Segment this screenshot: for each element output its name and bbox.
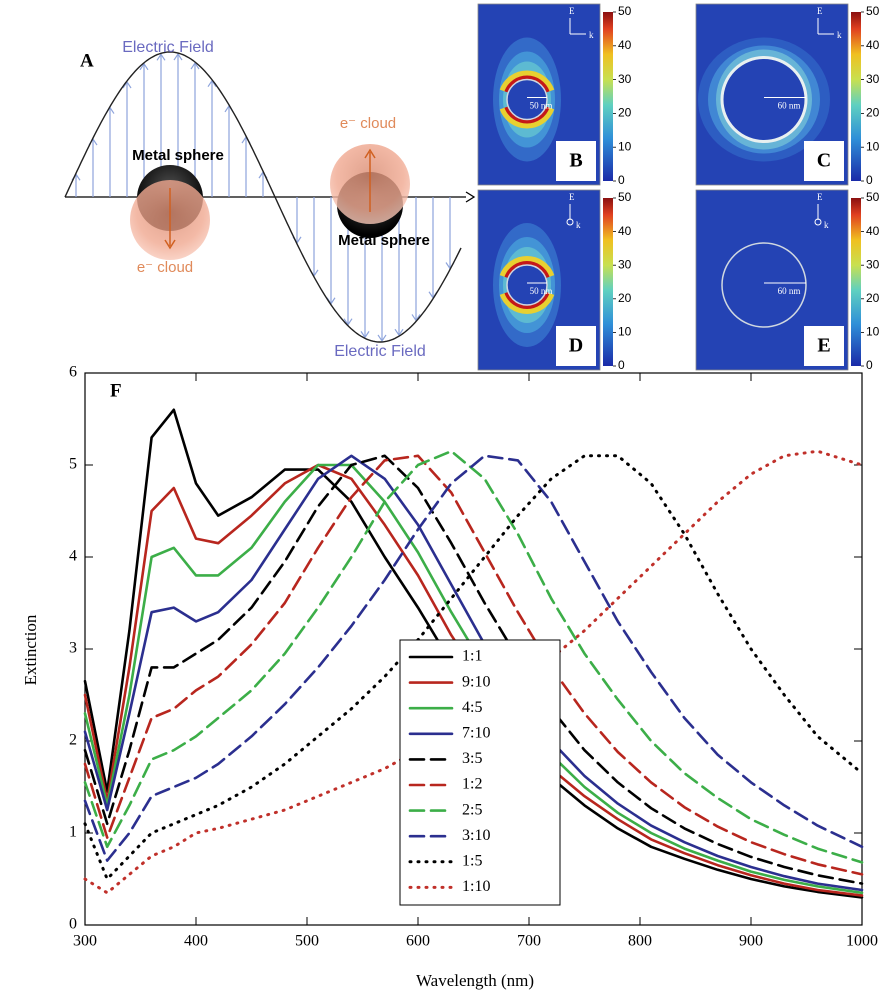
y-axis-label: Extinction: [21, 614, 40, 685]
x-tick-label: 500: [295, 933, 319, 950]
figure: A Electric Field Electric Field Metal sp…: [0, 0, 890, 996]
e-symbol: E: [569, 6, 575, 16]
scale-label: 50 nm: [530, 101, 553, 111]
axis-arrow: [466, 192, 474, 202]
panel-label: A: [80, 50, 94, 71]
x-tick-label: 400: [184, 933, 208, 950]
k-symbol: k: [837, 30, 842, 40]
scale-label: 60 nm: [778, 286, 801, 296]
colorbar: [603, 198, 613, 366]
legend-label: 1:2: [462, 776, 482, 793]
legend-label: 1:5: [462, 852, 482, 869]
colorbar: [603, 12, 613, 181]
colorbar-tick-label: 40: [618, 224, 632, 238]
map-label: E: [817, 335, 830, 357]
colorbar-tick-label: 30: [866, 257, 880, 271]
cloud-label: e⁻ cloud: [340, 115, 396, 132]
x-tick-label: 900: [739, 933, 763, 950]
scale-label: 50 nm: [530, 286, 553, 296]
x-tick-label: 800: [628, 933, 652, 950]
scale-label: 60 nm: [778, 101, 801, 111]
colorbar-tick-label: 30: [866, 72, 880, 86]
field-map: 60 nm Ek C 0 10 20 30 40 50: [696, 4, 880, 187]
y-tick-label: 1: [69, 824, 77, 841]
colorbar-tick-label: 40: [618, 38, 632, 52]
y-tick-label: 4: [69, 548, 77, 565]
legend-label: 1:10: [462, 878, 490, 895]
colorbar-tick-label: 10: [618, 139, 632, 153]
colorbar: [851, 198, 861, 366]
colorbar-tick-label: 20: [618, 106, 632, 120]
field-label: Electric Field: [122, 39, 214, 56]
field-label: Electric Field: [334, 343, 426, 360]
legend-label: 3:5: [462, 750, 482, 767]
y-tick-label: 0: [69, 916, 77, 933]
field-map: 50 nm Ek B 0 10 20 30 40 50: [478, 4, 632, 187]
colorbar-tick-label: 40: [866, 224, 880, 238]
colorbar-tick-label: 30: [618, 72, 632, 86]
sphere-label: Metal sphere: [132, 147, 224, 164]
map-label: B: [569, 150, 582, 172]
colorbar-tick-label: 50: [618, 190, 632, 204]
colorbar: [851, 12, 861, 181]
e-symbol: E: [569, 192, 575, 202]
x-axis-label: Wavelength (nm): [416, 971, 534, 990]
colorbar-tick-label: 0: [618, 173, 625, 187]
colorbar-tick-label: 50: [618, 4, 632, 18]
y-tick-label: 6: [69, 364, 77, 381]
e-symbol: E: [817, 6, 823, 16]
k-symbol: k: [824, 220, 829, 230]
e-symbol: E: [817, 192, 823, 202]
legend-label: 1:1: [462, 648, 482, 665]
x-tick-label: 700: [517, 933, 541, 950]
colorbar-tick-label: 40: [866, 38, 880, 52]
legend-label: 4:5: [462, 699, 482, 716]
map-label: D: [569, 335, 583, 357]
x-tick-label: 1000: [846, 933, 878, 950]
colorbar-tick-label: 20: [866, 291, 880, 305]
colorbar-tick-label: 30: [618, 257, 632, 271]
colorbar-tick-label: 0: [866, 358, 873, 372]
panel-label: F: [110, 380, 122, 401]
x-tick-label: 300: [73, 933, 97, 950]
legend-label: 7:10: [462, 724, 490, 741]
map-label: C: [817, 150, 831, 172]
colorbar-tick-label: 0: [618, 358, 625, 372]
colorbar-tick-label: 20: [618, 291, 632, 305]
legend-label: 2:5: [462, 801, 482, 818]
y-tick-label: 3: [69, 640, 77, 657]
k-symbol: k: [576, 220, 581, 230]
legend-label: 9:10: [462, 673, 490, 690]
cloud-label: e⁻ cloud: [137, 259, 193, 276]
colorbar-tick-label: 10: [618, 325, 632, 339]
sphere-label: Metal sphere: [338, 232, 430, 249]
colorbar-tick-label: 20: [866, 106, 880, 120]
field-map: 50 nm Ek D 0 10 20 30 40 50: [478, 190, 632, 372]
field-map: 60 nm Ek E 0 10 20 30 40 50: [696, 190, 880, 372]
colorbar-tick-label: 0: [866, 173, 873, 187]
y-tick-label: 2: [69, 732, 77, 749]
colorbar-tick-label: 10: [866, 325, 880, 339]
colorbar-tick-label: 50: [866, 190, 880, 204]
k-symbol: k: [589, 30, 594, 40]
legend-label: 3:10: [462, 827, 490, 844]
colorbar-tick-label: 10: [866, 139, 880, 153]
colorbar-tick-label: 50: [866, 4, 880, 18]
y-tick-label: 5: [69, 456, 77, 473]
panel-a: A Electric Field Electric Field Metal sp…: [65, 39, 474, 360]
x-tick-label: 600: [406, 933, 430, 950]
